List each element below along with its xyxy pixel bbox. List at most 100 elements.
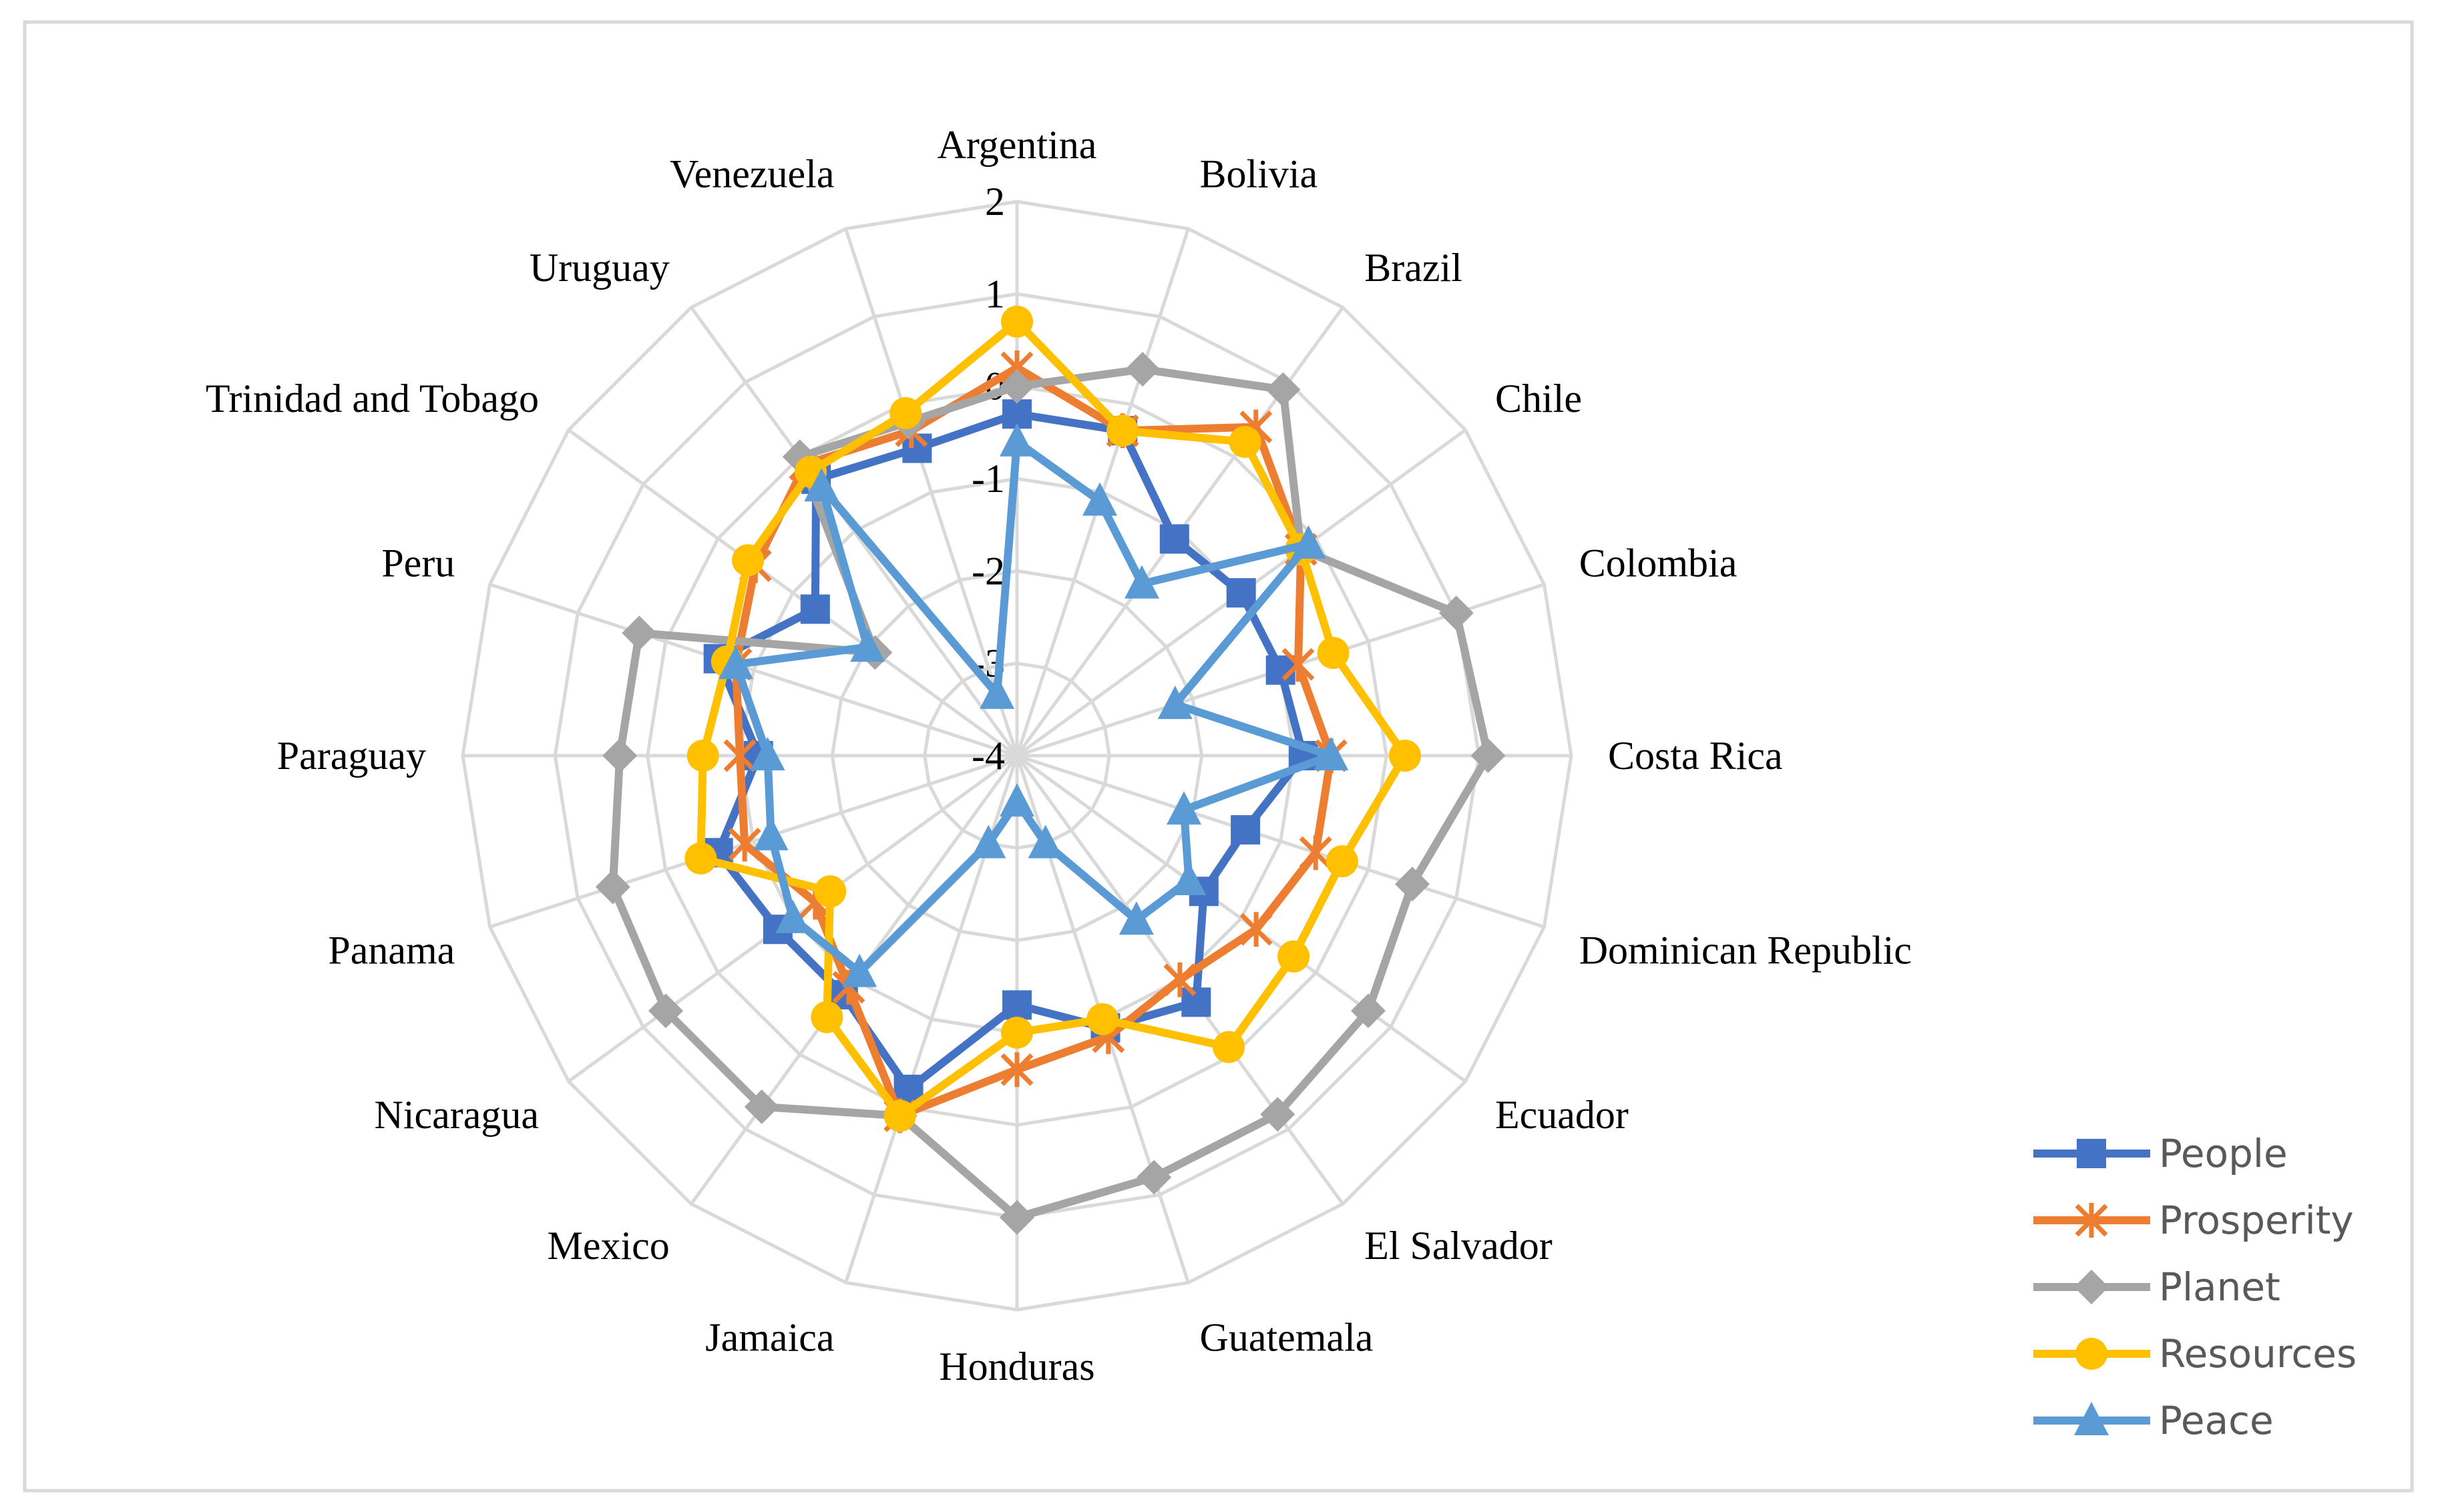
legend-label: Resources [2159,1331,2357,1376]
legend-marker-peace [2074,1402,2109,1435]
data-point-resources [1001,305,1033,338]
data-point-prosperity [728,826,761,862]
tick-label: 2 [985,180,1005,224]
category-label: Nicaragua [374,1093,539,1137]
grid-spoke [1016,754,1466,1083]
category-label: Brazil [1364,246,1462,290]
data-point-peace [1125,565,1159,599]
data-point-peace [804,468,839,502]
data-point-resources [889,397,922,429]
grid-spoke [489,583,1018,758]
data-point-resources [1317,637,1350,670]
data-point-planet [1265,372,1301,407]
data-point-resources [684,842,717,874]
category-label: Dominican Republic [1579,929,1912,973]
data-point-people [1226,578,1256,608]
category-label: Colombia [1579,541,1738,585]
category-label: Trinidad and Tobago [206,376,539,421]
category-label: Ecuador [1495,1093,1629,1137]
data-point-planet [744,1089,779,1124]
data-point-resources [1086,1003,1119,1035]
data-point-prosperity [1000,1052,1034,1087]
tick-label: -1 [972,457,1005,501]
category-label: Guatemala [1200,1316,1374,1360]
data-point-planet [602,738,638,773]
data-point-prosperity [1163,962,1197,997]
category-label: Costa Rica [1608,734,1783,778]
legend-item-prosperity: Prosperity [2033,1198,2354,1243]
data-point-resources [686,740,719,772]
data-point-planet [1438,595,1474,631]
data-point-prosperity [1281,647,1315,682]
data-point-planet [648,993,683,1029]
data-point-resources [1213,1031,1245,1063]
data-point-planet [1470,738,1506,773]
data-point-peace [753,816,789,850]
data-point-planet [1260,1097,1295,1132]
data-point-peace [1118,901,1154,935]
legend-marker-planet [2074,1270,2109,1304]
category-label: Bolivia [1200,152,1318,196]
data-point-prosperity [723,738,757,773]
category-label: El Salvador [1364,1224,1553,1268]
data-point-peace [750,737,785,770]
category-label: Jamaica [705,1316,834,1360]
legend-marker-resources [2075,1338,2107,1370]
category-label: Uruguay [530,246,670,290]
legend-item-resources: Resources [2033,1331,2357,1376]
grid-spoke [844,228,1019,756]
data-point-resources [1277,940,1310,973]
data-point-peace [842,953,877,987]
category-label: Chile [1495,376,1582,421]
data-point-planet [1137,1160,1172,1195]
category-label: Argentina [938,123,1097,167]
data-point-people [800,594,830,624]
grid-spoke [1016,754,1545,929]
data-point-peace [850,628,885,662]
legend-item-planet: Planet [2033,1264,2280,1310]
category-layer: Argentina Bolivia Brazil Chile Colombia Costa… [206,123,1912,1389]
data-point-people [1181,987,1211,1017]
data-point-peace [1313,737,1349,770]
legend-label: Peace [2159,1398,2274,1443]
category-label: Paraguay [277,734,426,778]
data-point-planet [622,615,657,651]
data-point-planet [1351,993,1386,1029]
category-label: Peru [381,541,455,585]
legend-item-peace: Peace [2033,1398,2274,1443]
data-point-people [1159,524,1189,554]
data-point-resources [1001,1017,1033,1049]
category-label: Mexico [548,1224,670,1268]
data-point-prosperity [1239,912,1273,947]
legend-label: People [2159,1131,2288,1176]
data-point-resources [1106,415,1139,447]
legend-item-people: People [2033,1131,2288,1176]
series-peace [719,423,1349,987]
data-point-peace [1000,423,1034,457]
data-point-people [1002,990,1032,1020]
data-point-peace [1157,686,1193,720]
grid-spoke [568,429,1018,758]
legend-label: Planet [2159,1264,2280,1310]
data-point-peace [1082,482,1117,516]
data-point-peace [971,824,1006,858]
legend-label: Prosperity [2159,1198,2354,1243]
data-point-peace [980,675,1015,709]
legend-marker-people [2077,1139,2106,1168]
legend-marker-prosperity [2075,1203,2108,1238]
legend: People Prosperity Planet Resources Peace [2033,1131,2357,1443]
data-point-peace [1171,862,1207,895]
data-point-prosperity [1299,835,1332,870]
data-point-resources [1229,426,1261,458]
tick-label: 1 [985,272,1005,316]
data-point-resources [814,875,847,908]
data-point-resources [1326,845,1358,878]
category-label: Honduras [939,1344,1094,1389]
data-point-peace [1028,824,1063,858]
tick-label: -4 [972,734,1005,778]
data-point-peace [775,899,811,933]
grid-spoke [489,754,1018,929]
tick-label: -2 [972,549,1005,593]
data-point-resources [883,1099,916,1132]
